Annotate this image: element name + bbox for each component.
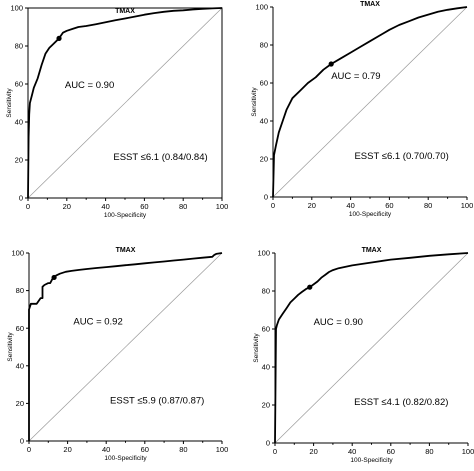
reference-diagonal bbox=[272, 6, 468, 198]
cutoff-point bbox=[307, 284, 313, 290]
y-tick-label: 0 bbox=[266, 439, 270, 448]
panel-title: TMAX bbox=[362, 247, 382, 254]
roc-curve bbox=[272, 6, 468, 198]
chart-panel-4: 0 20 40 60 80 100 0 20 40 60 80 100 100-Specificity S… bbox=[253, 247, 474, 464]
y-tick-label: 20 bbox=[16, 399, 24, 408]
x-tick-label: 40 bbox=[101, 202, 109, 211]
y-tick-label: 0 bbox=[20, 437, 24, 446]
x-tick-label: 60 bbox=[140, 202, 148, 211]
criterion-label: ESST ≤6.1 (0.84/0.84) bbox=[113, 152, 207, 163]
roc-curve bbox=[27, 7, 223, 199]
x-tick-label: 80 bbox=[179, 202, 187, 211]
y-tick-label: 100 bbox=[255, 3, 268, 12]
y-tick-label: 40 bbox=[15, 118, 23, 127]
x-tick-label: 20 bbox=[63, 445, 71, 454]
x-tick-label: 0 bbox=[27, 445, 31, 454]
x-axis-title: 100-Specificity bbox=[349, 211, 392, 218]
reference-diagonal bbox=[274, 252, 469, 444]
x-tick-label: 100 bbox=[462, 447, 474, 456]
x-tick-label: 0 bbox=[273, 447, 277, 456]
panel-title: TMAX bbox=[116, 247, 136, 254]
roc-curve bbox=[274, 252, 469, 444]
y-axis-title: Sensitivity bbox=[253, 333, 260, 363]
criterion-label: ESST ≤4.1 (0.82/0.82) bbox=[354, 397, 448, 408]
y-tick-label: 0 bbox=[264, 193, 268, 202]
criterion-label: ESST ≤6.1 (0.70/0.70) bbox=[354, 151, 448, 162]
x-axis-title: 100-Specificity bbox=[104, 455, 147, 462]
y-tick-label: 60 bbox=[260, 79, 268, 88]
auc-label: AUC = 0.90 bbox=[314, 317, 363, 328]
y-tick-label: 0 bbox=[19, 194, 23, 203]
y-tick-label: 40 bbox=[262, 363, 270, 372]
y-tick-label: 20 bbox=[15, 156, 23, 165]
panel-title: TMAX bbox=[115, 8, 135, 15]
x-tick-label: 20 bbox=[309, 447, 317, 456]
x-tick-label: 60 bbox=[385, 201, 393, 210]
y-axis-title: Sensitivity bbox=[251, 87, 258, 117]
x-tick-label: 100 bbox=[461, 201, 474, 210]
y-tick-label: 40 bbox=[16, 361, 24, 370]
criterion-label: ESST ≤5.9 (0.87/0.87) bbox=[110, 395, 204, 406]
panel-title: TMAX bbox=[360, 1, 380, 8]
y-tick-label: 80 bbox=[260, 41, 268, 50]
cutoff-point bbox=[56, 35, 62, 42]
cutoff-point bbox=[328, 61, 334, 67]
x-tick-label: 60 bbox=[141, 445, 149, 454]
y-axis-title: Sensitivity bbox=[7, 332, 14, 362]
y-tick-label: 100 bbox=[10, 4, 23, 13]
chart-panel-2: 0 20 40 60 80 100 0 20 40 60 80 100 100-Specificity S… bbox=[251, 1, 473, 218]
x-tick-label: 80 bbox=[179, 445, 187, 454]
x-axis-title: 100-Specificity bbox=[350, 457, 393, 464]
cutoff-point bbox=[51, 274, 57, 281]
y-tick-label: 60 bbox=[16, 324, 24, 333]
y-tick-label: 80 bbox=[262, 287, 270, 296]
x-tick-label: 100 bbox=[216, 202, 229, 211]
x-tick-label: 80 bbox=[424, 201, 432, 210]
x-tick-label: 20 bbox=[308, 201, 316, 210]
y-tick-label: 20 bbox=[260, 155, 268, 164]
y-tick-label: 100 bbox=[11, 249, 24, 258]
auc-label: AUC = 0.79 bbox=[331, 71, 380, 82]
x-tick-label: 60 bbox=[387, 447, 395, 456]
x-tick-label: 100 bbox=[216, 445, 229, 454]
y-tick-label: 60 bbox=[262, 325, 270, 334]
x-tick-label: 40 bbox=[346, 201, 354, 210]
y-tick-label: 40 bbox=[260, 117, 268, 126]
x-tick-label: 80 bbox=[425, 447, 433, 456]
reference-diagonal bbox=[27, 7, 223, 199]
y-tick-label: 80 bbox=[15, 42, 23, 51]
x-tick-label: 40 bbox=[348, 447, 356, 456]
x-tick-label: 0 bbox=[271, 201, 275, 210]
x-tick-label: 0 bbox=[26, 202, 30, 211]
y-tick-label: 80 bbox=[16, 286, 24, 295]
y-axis-title: Sensitivity bbox=[6, 88, 13, 118]
reference-diagonal bbox=[28, 252, 223, 442]
x-axis-title: 100-Specificity bbox=[104, 212, 147, 219]
y-tick-label: 100 bbox=[257, 249, 270, 258]
chart-panel-3: 0 20 40 60 80 100 0 20 40 60 80 100 100-Specificity S… bbox=[7, 247, 228, 462]
roc-curve bbox=[28, 252, 223, 441]
x-tick-label: 40 bbox=[102, 445, 110, 454]
x-tick-label: 20 bbox=[63, 202, 71, 211]
chart-panel-1: 0 20 40 60 80 100 0 20 40 60 80 100 100-Specificity S… bbox=[6, 4, 228, 219]
y-tick-label: 20 bbox=[262, 401, 270, 410]
y-tick-label: 60 bbox=[15, 80, 23, 89]
auc-label: AUC = 0.90 bbox=[65, 80, 114, 91]
auc-label: AUC = 0.92 bbox=[73, 316, 122, 327]
